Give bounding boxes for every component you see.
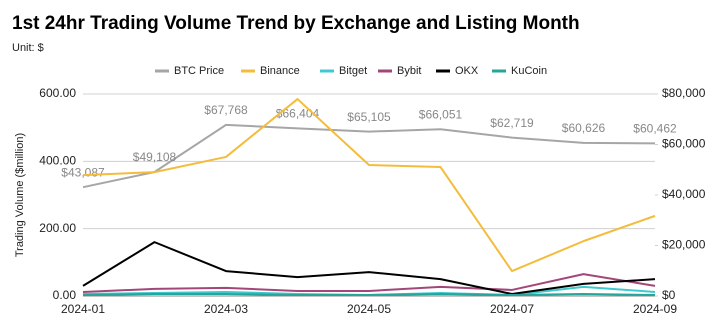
series-line — [82, 123, 656, 189]
y2-tick-label: $40,000 — [662, 187, 706, 201]
legend-label: KuCoin — [511, 65, 547, 77]
data-label: $60,626 — [562, 121, 606, 135]
data-label: $49,108 — [133, 150, 177, 164]
legend-label: Bitget — [339, 65, 367, 77]
y2-tick-label: $80,000 — [662, 86, 706, 100]
x-tick-label: 2024-05 — [347, 302, 391, 316]
y-tick-label: 0.00 — [53, 288, 77, 302]
series-line — [82, 273, 656, 293]
legend-label: BTC Price — [174, 65, 224, 77]
y-tick-label: 200.00 — [39, 221, 76, 235]
chart-title: 1st 24hr Trading Volume Trend by Exchang… — [12, 13, 580, 34]
x-tick-label: 2024-07 — [490, 302, 534, 316]
data-label: $62,719 — [490, 116, 534, 130]
data-label: $60,462 — [633, 122, 677, 136]
y2-tick-label: $0 — [662, 288, 676, 302]
data-label: $67,768 — [204, 103, 248, 117]
y-axis-label: Trading Volume ($million) — [14, 133, 26, 257]
series-line — [82, 292, 656, 296]
x-tick-label: 2024-03 — [204, 302, 248, 316]
series-line — [82, 98, 656, 273]
y-tick-label: 400.00 — [39, 154, 76, 168]
series-line — [82, 241, 656, 295]
x-tick-label: 2024-01 — [61, 302, 105, 316]
x-tick-label: 2024-09 — [633, 302, 677, 316]
legend-label: Binance — [260, 65, 300, 77]
data-label: $65,105 — [347, 110, 391, 124]
data-label: $66,051 — [419, 107, 463, 121]
y2-tick-label: $20,000 — [662, 238, 706, 252]
legend-label: OKX — [455, 65, 479, 77]
data-label: $43,087 — [61, 165, 105, 179]
legend-label: Bybit — [397, 65, 421, 77]
chart-subtitle: Unit: $ — [12, 42, 44, 54]
y-tick-label: 600.00 — [39, 86, 76, 100]
y2-tick-label: $60,000 — [662, 137, 706, 151]
